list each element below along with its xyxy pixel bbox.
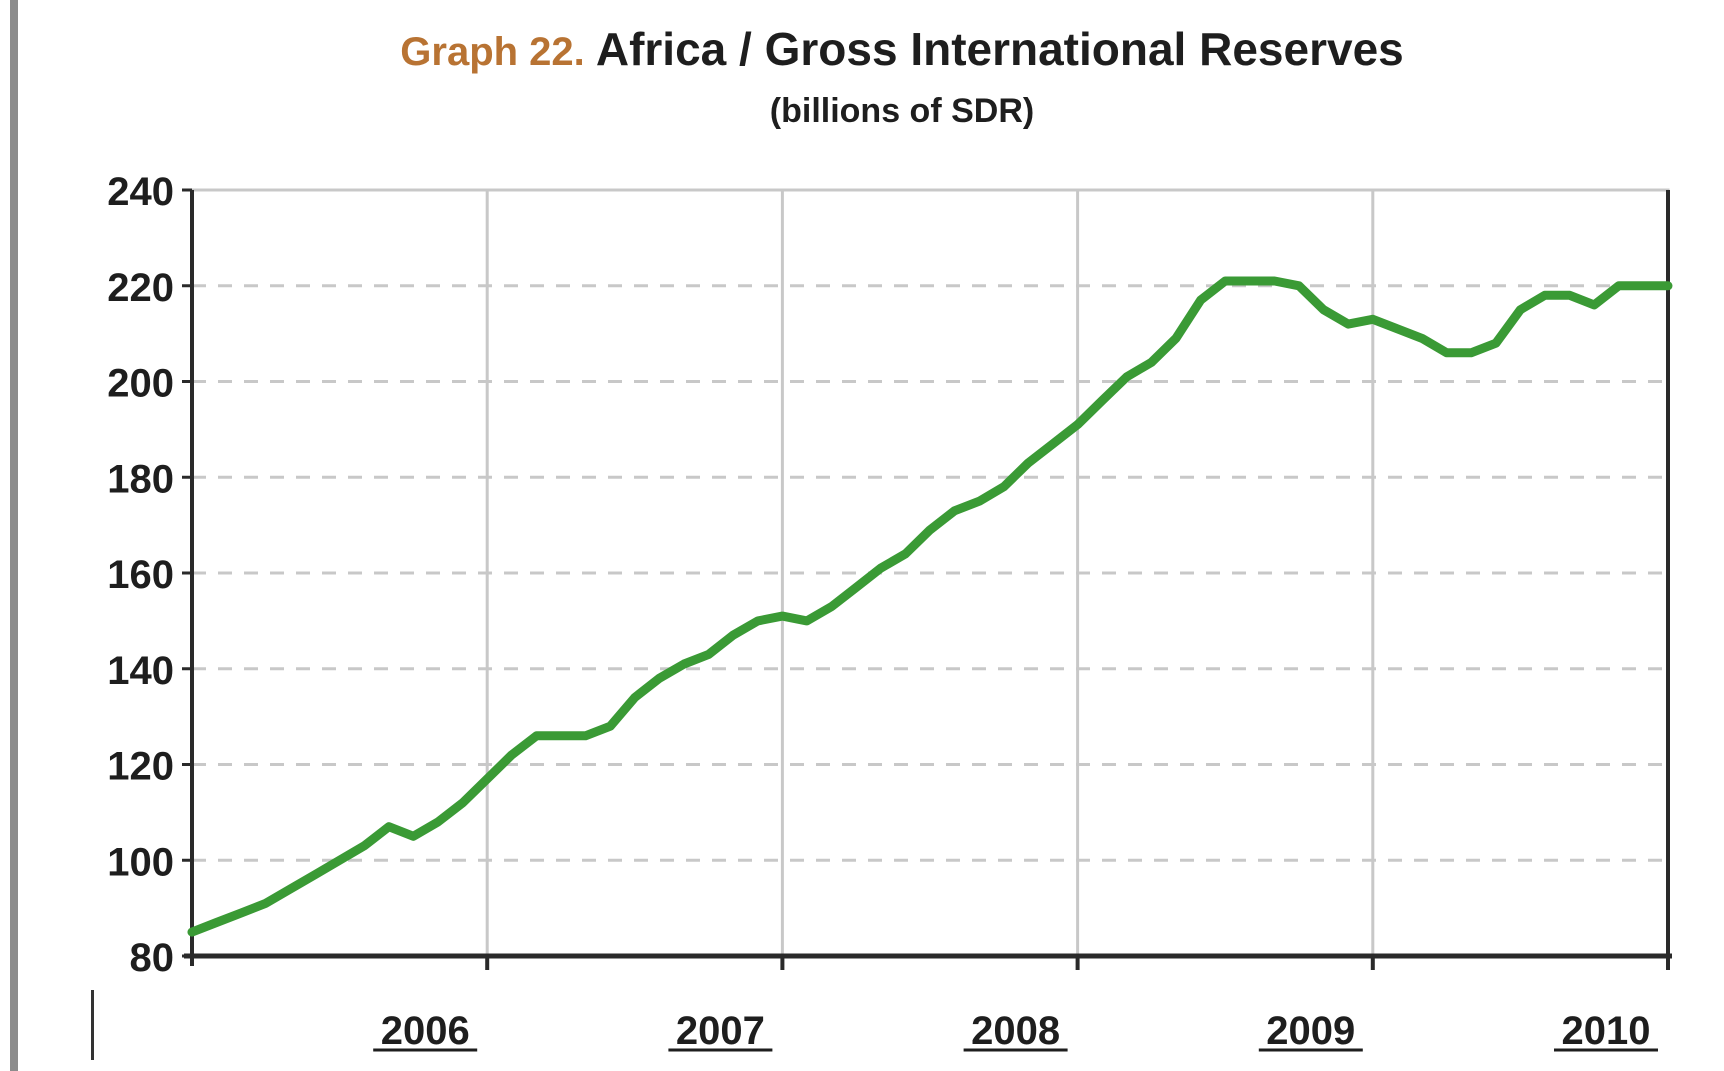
series-layer xyxy=(187,276,1673,937)
y-tick-label: 140 xyxy=(107,649,174,693)
y-tick-label: 220 xyxy=(107,266,174,310)
x-tick-label: 2006 xyxy=(381,1009,470,1053)
x-tick-label: 2008 xyxy=(971,1009,1060,1053)
y-tick-label: 160 xyxy=(107,553,174,597)
y-tick-label: 240 xyxy=(107,170,174,214)
plot-frame xyxy=(182,188,1672,970)
y-axis: 80 100 120 140 160 180 200 220 240 xyxy=(107,170,174,980)
left-edge-bar xyxy=(10,0,18,1071)
chart-subtitle: (billions of SDR) xyxy=(769,92,1035,130)
x-tick-label: 2009 xyxy=(1266,1009,1355,1053)
x-tick-label: 2007 xyxy=(676,1009,765,1053)
bottom-margin-mark xyxy=(91,990,94,1060)
y-tick-label: 180 xyxy=(107,457,174,501)
grid-layer xyxy=(192,190,1668,956)
x-axis: 2006 2007 2008 2009 2010 xyxy=(373,1009,1658,1053)
y-tick-label: 120 xyxy=(107,745,174,789)
x-tick-label: 2010 xyxy=(1562,1009,1651,1053)
y-tick-label: 200 xyxy=(107,362,174,406)
chart-title: Graph 22. Africa / Gross International R… xyxy=(0,22,1724,76)
y-tick-label: 80 xyxy=(130,936,175,980)
chart-title-main: Africa / Gross International Reserves xyxy=(595,23,1404,75)
y-tick-label: 100 xyxy=(107,840,174,884)
series-line xyxy=(187,276,1673,937)
chart-title-prefix: Graph 22. xyxy=(400,30,585,74)
